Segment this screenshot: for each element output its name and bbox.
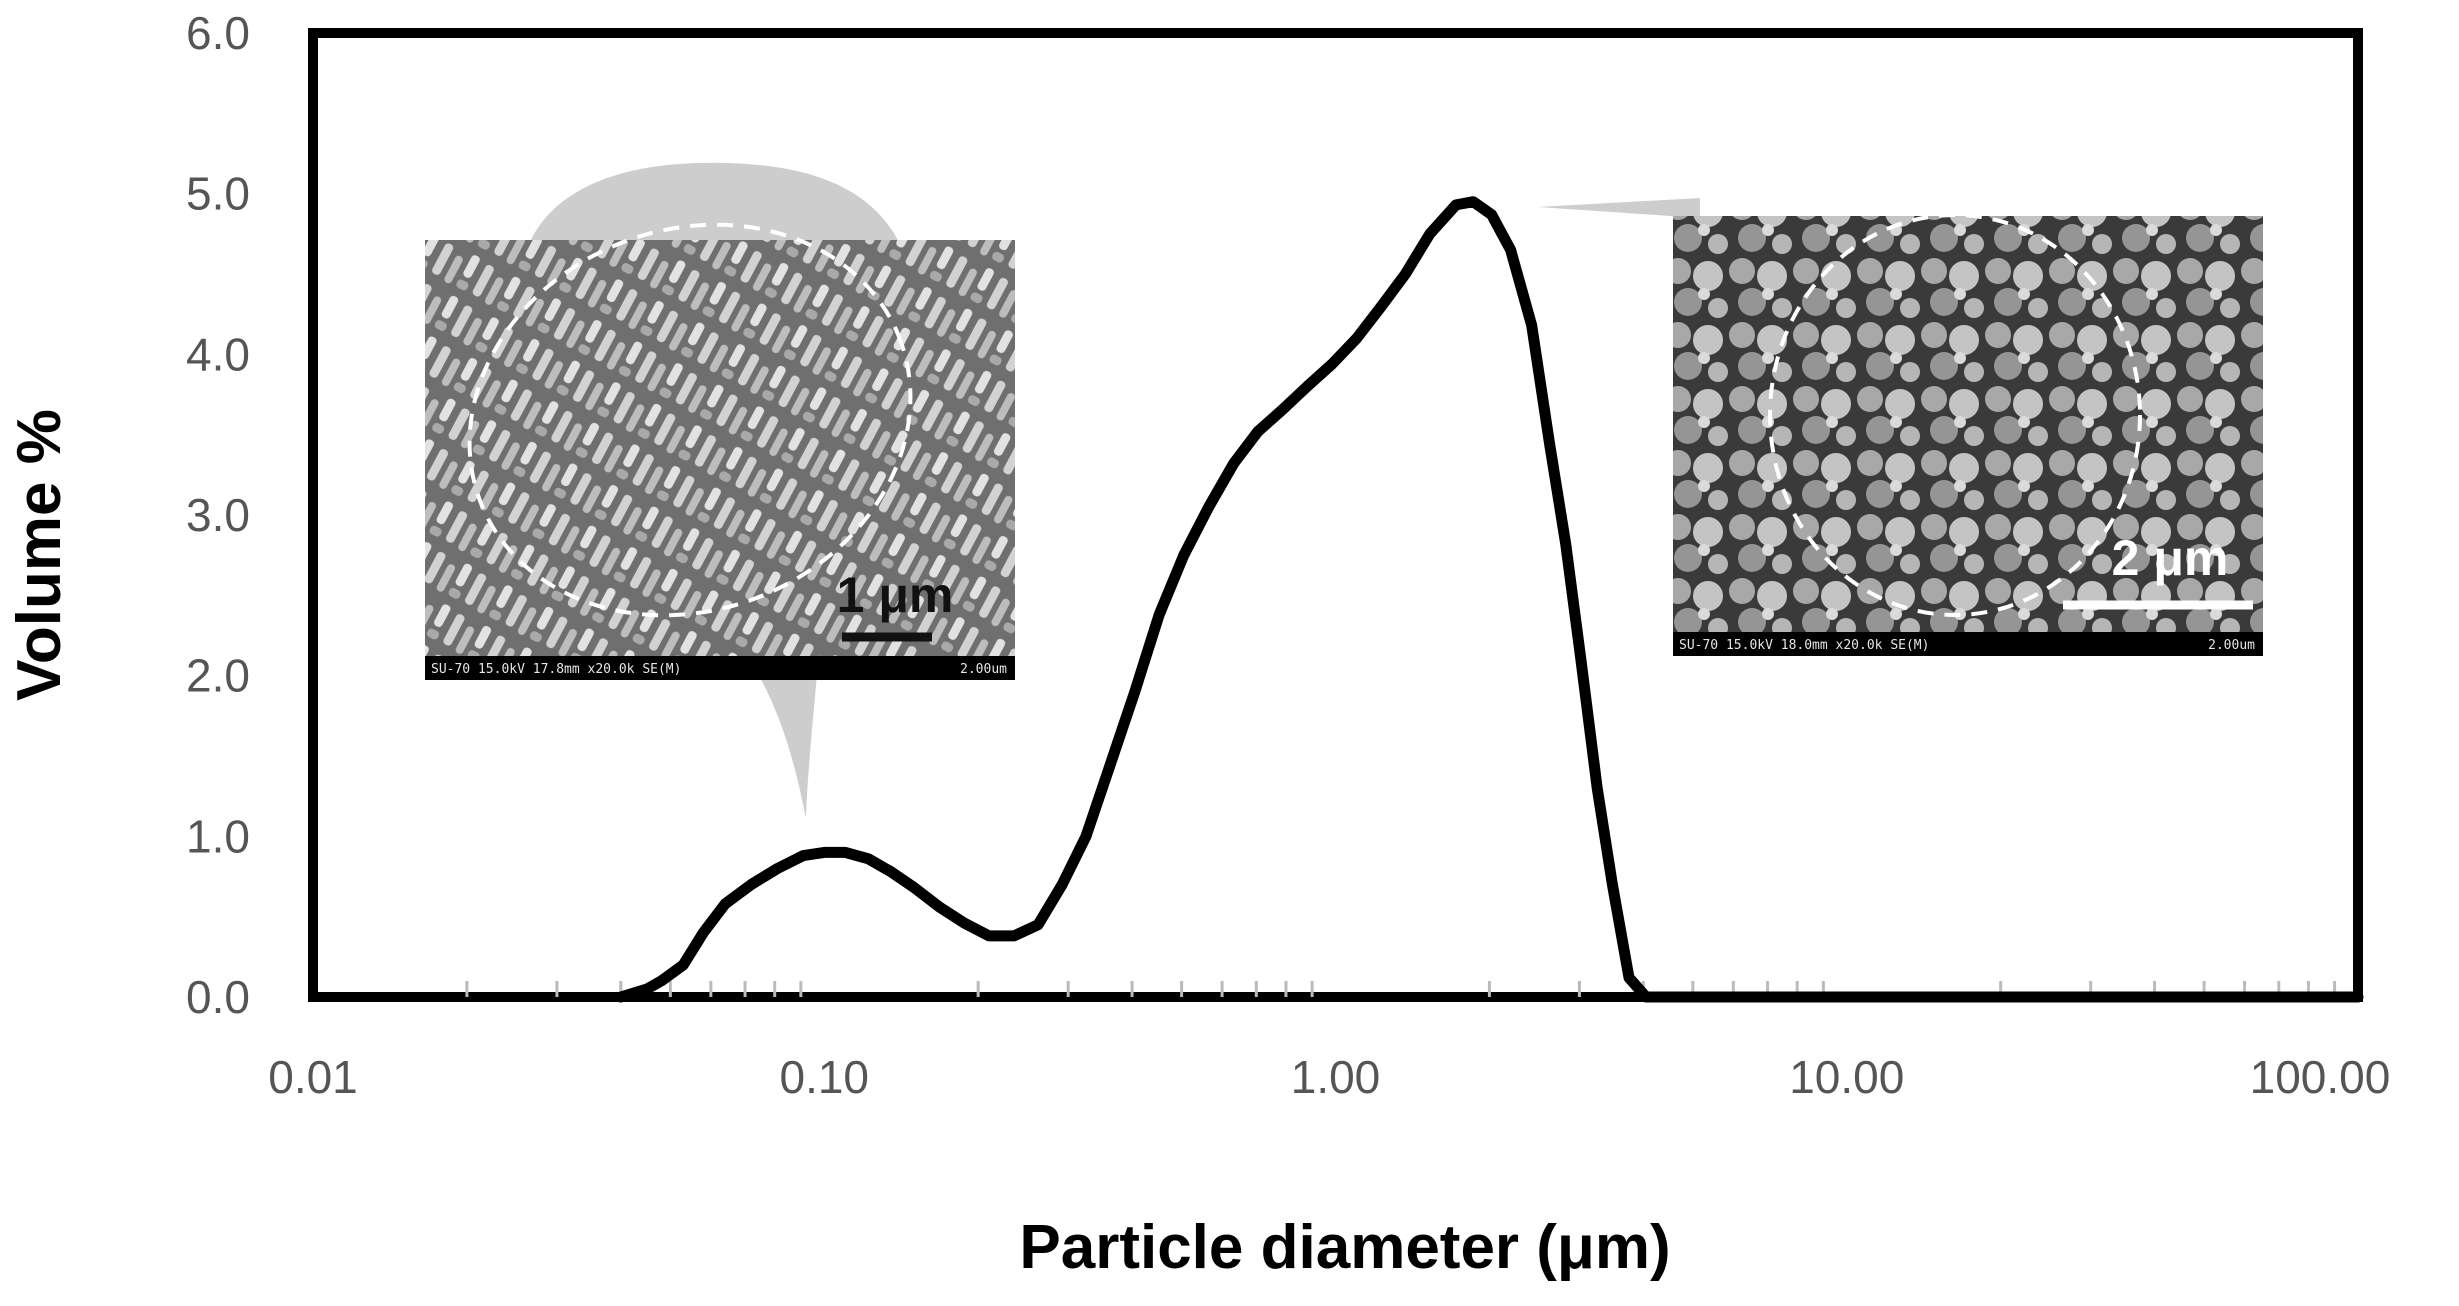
scale-bar-label: 2 μm (2112, 530, 2229, 586)
y-tick-label: 0.0 (186, 971, 250, 1023)
x-tick-label: 0.10 (779, 1051, 869, 1103)
x-tick-label: 10.00 (1789, 1051, 1904, 1103)
plot-area-frame (308, 28, 2363, 1002)
scale-bar-label: 1 μm (837, 567, 954, 623)
highlight-ellipse (467, 222, 913, 618)
y-tick-label: 3.0 (186, 489, 250, 541)
sem-image (1673, 216, 2263, 656)
y-tick-label: 2.0 (186, 650, 250, 702)
sem-footer-scale: 2.00um (2208, 638, 2255, 653)
sem-footer-bar (425, 656, 1015, 680)
sem-footer-scale: 2.00um (960, 662, 1007, 677)
sem-inset-left: SU-70 15.0kV 17.8mm x20.0k SE(M) 2.00um 1 … (425, 222, 1015, 680)
sem-image (425, 240, 1015, 680)
sem-inset-layer: SU-70 15.0kV 17.8mm x20.0k SE(M) 2.00um 1 … (425, 213, 2263, 680)
sem-inset-right: SU-70 15.0kV 18.0mm x20.0k SE(M) 2.00um 2 … (1673, 213, 2263, 656)
x-tick-label: 1.00 (1291, 1051, 1381, 1103)
x-tick-label: 0.01 (268, 1051, 358, 1103)
sem-footer-text: SU-70 15.0kV 17.8mm x20.0k SE(M) (431, 662, 681, 677)
highlight-ellipse (1768, 213, 2142, 617)
sem-footer-bar (1673, 632, 2263, 656)
x-tick-label: 100.00 (2250, 1051, 2391, 1103)
x-minor-ticks (465, 981, 2337, 997)
x-axis-title: Particle diameter (μm) (1019, 1213, 1670, 1282)
y-tick-label: 1.0 (186, 810, 250, 862)
y-tick-label: 4.0 (186, 328, 250, 380)
right-inset-callout (1538, 198, 1700, 218)
sem-footer-text: SU-70 15.0kV 18.0mm x20.0k SE(M) (1679, 638, 1929, 653)
volume-distribution-line (615, 196, 2364, 1003)
y-tick-label: 5.0 (186, 168, 250, 220)
x-tick-labels: 0.01 0.10 1.00 10.00 100.00 (268, 1051, 2390, 1103)
y-tick-labels: 0.0 1.0 2.0 3.0 4.0 5.0 6.0 (186, 7, 250, 1023)
y-axis-title: Volume % (5, 409, 74, 701)
y-tick-label: 6.0 (186, 7, 250, 59)
